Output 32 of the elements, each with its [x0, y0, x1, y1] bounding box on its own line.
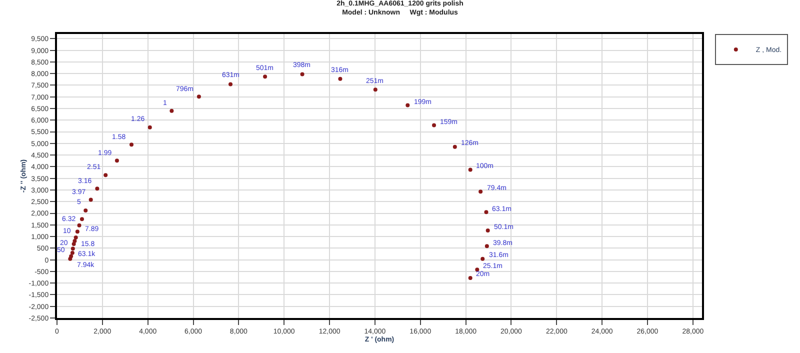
point	[484, 210, 488, 214]
point	[468, 276, 472, 280]
point	[75, 230, 80, 234]
point	[480, 256, 485, 261]
point	[170, 108, 174, 113]
point	[68, 256, 72, 261]
point	[70, 246, 75, 251]
point	[478, 190, 483, 194]
point	[484, 244, 489, 248]
point	[338, 76, 342, 81]
point	[72, 242, 76, 246]
point	[129, 142, 134, 147]
point	[486, 228, 490, 232]
point	[452, 144, 457, 149]
point	[263, 74, 268, 79]
point	[196, 94, 201, 99]
point	[74, 235, 78, 240]
point	[432, 123, 436, 128]
point	[114, 158, 119, 163]
point	[148, 125, 152, 130]
point	[228, 82, 233, 86]
point	[300, 72, 304, 76]
point	[373, 88, 378, 92]
point	[406, 103, 410, 108]
point	[84, 208, 88, 212]
point	[88, 198, 93, 202]
point	[77, 223, 82, 228]
point	[80, 217, 84, 222]
point	[104, 173, 108, 178]
point	[95, 186, 100, 191]
point	[468, 168, 472, 172]
point	[70, 250, 74, 255]
